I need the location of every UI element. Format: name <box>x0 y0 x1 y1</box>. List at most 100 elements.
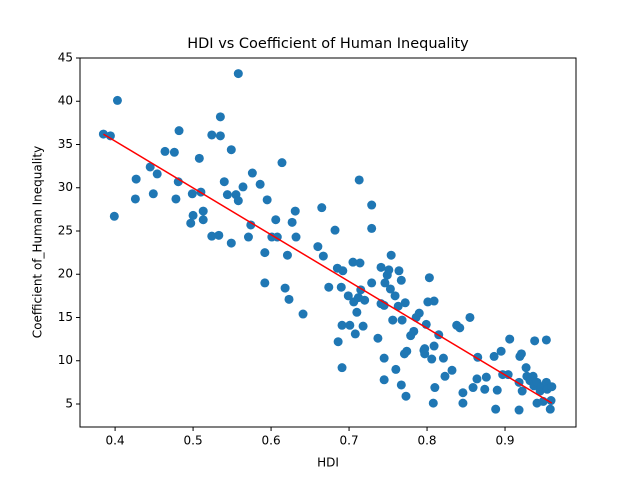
scatter-point <box>438 353 448 363</box>
y-tick-label: 35 <box>58 137 73 151</box>
scatter-point <box>367 223 377 233</box>
scatter-point <box>262 195 272 205</box>
scatter-point <box>350 329 360 339</box>
scatter-point <box>505 334 515 344</box>
y-tick-label: 15 <box>58 310 73 324</box>
scatter-point <box>517 386 527 396</box>
scatter-point <box>186 218 196 228</box>
scatter-point <box>338 266 348 276</box>
scatter-point <box>290 206 300 216</box>
scatter-point <box>394 266 404 276</box>
scatter-point <box>214 230 224 240</box>
scatter-point <box>440 371 450 381</box>
scatter-point <box>318 251 328 261</box>
x-tick-label: 0.7 <box>340 434 359 448</box>
scatter-point <box>429 341 439 351</box>
scatter-point <box>207 130 217 140</box>
scatter-point <box>489 351 499 361</box>
scatter-point <box>384 265 394 275</box>
scatter-point <box>458 398 468 408</box>
scatter-point <box>313 242 323 252</box>
scatter-point <box>160 146 170 156</box>
scatter-point <box>465 312 475 322</box>
scatter-point <box>152 169 162 179</box>
x-tick-label: 0.9 <box>495 434 514 448</box>
x-tick-label: 0.8 <box>417 434 436 448</box>
scatter-point <box>337 363 347 373</box>
scatter-point <box>503 370 513 380</box>
scatter-point <box>291 232 301 242</box>
scatter-point <box>496 346 506 356</box>
scatter-point <box>360 295 370 305</box>
scatter-point <box>424 273 434 283</box>
scatter-point <box>516 349 526 359</box>
scatter-point <box>317 203 327 213</box>
scatter-point <box>187 189 197 199</box>
scatter-point <box>547 382 557 392</box>
chart-title: HDI vs Coefficient of Human Inequality <box>187 36 469 52</box>
scatter-point <box>171 194 181 204</box>
scatter-point <box>401 391 411 401</box>
scatter-point <box>354 175 364 185</box>
scatter-point <box>427 354 437 364</box>
scatter-point <box>333 337 343 347</box>
scatter-point <box>430 383 440 393</box>
scatter-point <box>247 168 257 178</box>
scatter-point <box>298 309 308 319</box>
scatter-point <box>396 275 406 285</box>
scatter-point <box>337 320 347 330</box>
scatter-point <box>409 326 419 336</box>
scatter-point <box>396 380 406 390</box>
scatter-point <box>174 126 184 136</box>
scatter-point <box>380 278 390 288</box>
scatter-point <box>429 296 439 306</box>
scatter-point <box>287 217 297 227</box>
scatter-point <box>455 323 465 333</box>
scatter-point <box>388 315 398 325</box>
scatter-point <box>219 177 229 187</box>
x-tick-label: 0.5 <box>184 434 203 448</box>
scatter-point <box>109 211 119 221</box>
scatter-point <box>131 174 141 184</box>
scatter-point <box>188 210 198 220</box>
scatter-point <box>390 291 400 301</box>
scatter-point <box>260 248 270 258</box>
scatter-point <box>271 215 281 225</box>
y-axis-label: Coefficient of_Human Inequality <box>31 146 45 338</box>
scatter-point <box>367 278 377 288</box>
scatter-point <box>393 301 403 311</box>
scatter-point <box>458 388 468 398</box>
scatter-point <box>324 282 334 292</box>
scatter-point <box>545 404 555 414</box>
scatter-point <box>238 182 248 192</box>
fit-line <box>103 133 553 404</box>
y-tick-label: 45 <box>58 51 73 65</box>
scatter-point <box>226 238 236 248</box>
plot-frame <box>79 57 577 428</box>
scatter-point <box>400 298 410 308</box>
scatter-point <box>194 153 204 163</box>
scatter-point <box>386 250 396 260</box>
scatter-point <box>246 220 256 230</box>
scatter-point <box>148 189 158 199</box>
scatter-point <box>541 335 551 345</box>
scatter-point <box>480 384 490 394</box>
scatter-point <box>330 225 340 235</box>
y-tick-label: 40 <box>58 94 73 108</box>
scatter-point <box>207 231 217 241</box>
scatter-point <box>282 250 292 260</box>
scatter-point <box>336 282 346 292</box>
scatter-point <box>173 177 183 187</box>
scatter-point <box>481 372 491 382</box>
scatter-point <box>367 200 377 210</box>
scatter-point <box>260 278 270 288</box>
scatter-point <box>472 374 482 384</box>
scatter-point <box>343 291 353 301</box>
scatter-point <box>420 349 430 359</box>
y-tick-label: 5 <box>65 396 73 410</box>
scatter-point <box>397 315 407 325</box>
scatter-point <box>222 190 232 200</box>
scatter-point <box>391 364 401 374</box>
